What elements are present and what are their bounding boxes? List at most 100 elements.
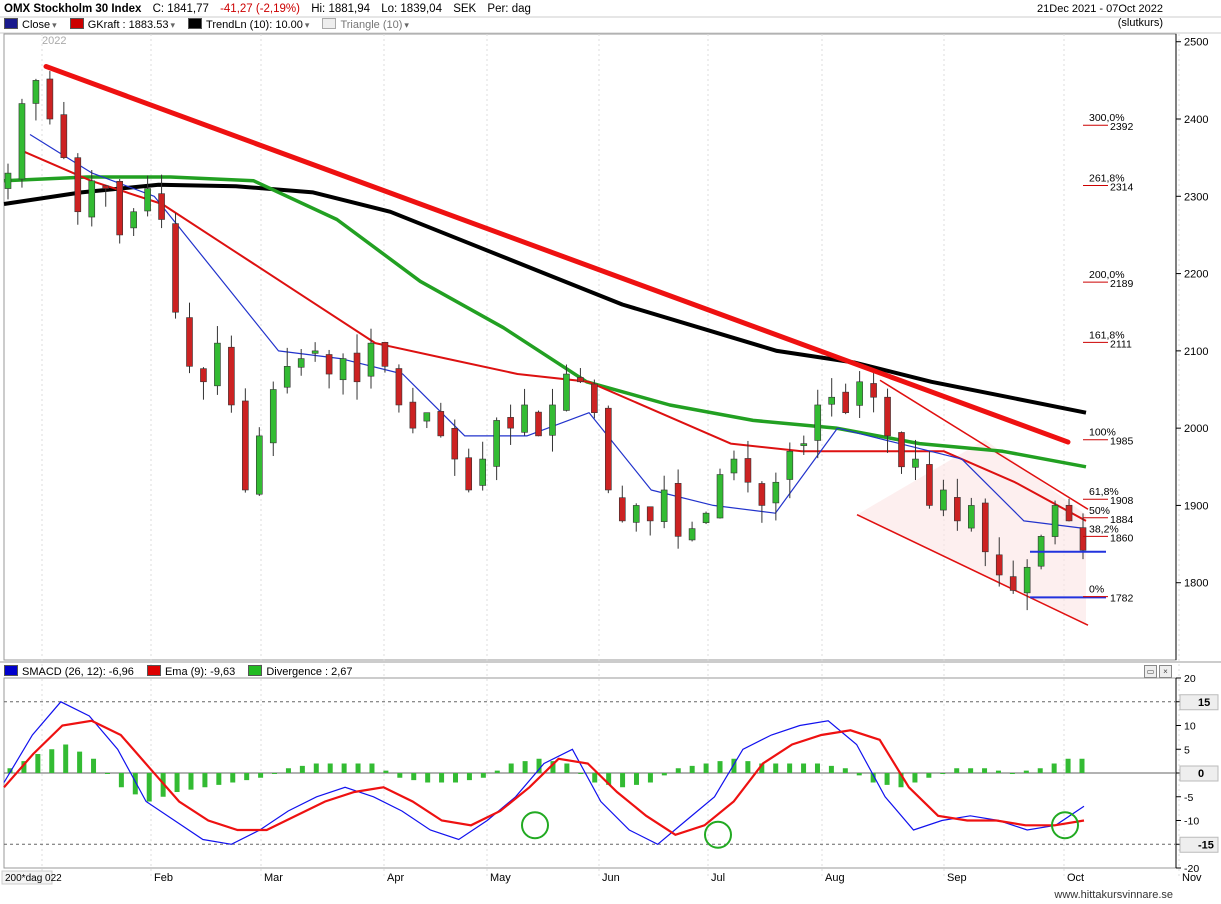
triangle-upper-line — [879, 379, 1089, 510]
candle-body — [912, 458, 919, 468]
histogram-bar — [536, 758, 542, 773]
fib-level-value: 2189 — [1110, 278, 1134, 290]
y-tick-label: 2000 — [1184, 423, 1208, 435]
histogram-bar — [592, 773, 598, 783]
color-swatch — [322, 18, 337, 29]
candle-body — [549, 404, 556, 436]
candle-body — [172, 223, 179, 313]
dropdown-icon[interactable]: ▾ — [304, 20, 310, 30]
y-tick-label: 1900 — [1184, 500, 1208, 512]
histogram-bar — [230, 773, 236, 783]
legend-trendline[interactable]: TrendLn (10): 10.00 ▾ — [188, 18, 309, 31]
candle-body — [674, 483, 682, 537]
candle-body — [842, 391, 849, 413]
histogram-bar — [299, 765, 305, 773]
candle-body — [968, 505, 975, 529]
candle-body — [214, 342, 221, 387]
legend-smacd[interactable]: SMACD (26, 12): -6,96 — [4, 665, 134, 678]
x-tick-label: May — [490, 872, 511, 884]
histogram-bar — [842, 768, 848, 773]
macd-y-tick-label: -10 — [1184, 816, 1199, 828]
candle-body — [577, 377, 584, 383]
histogram-bar — [828, 765, 834, 773]
candle-body — [479, 458, 486, 486]
fib-level-value: 2314 — [1110, 181, 1134, 193]
fib-level-pct: 300,0% — [1089, 112, 1125, 124]
candle-body — [32, 80, 40, 104]
candle-body — [339, 358, 347, 381]
candle-body — [228, 346, 235, 406]
histogram-bar — [620, 773, 626, 788]
candle-body — [730, 458, 738, 474]
histogram-bar — [174, 773, 180, 792]
candle-body — [255, 435, 263, 495]
macd-y-tick-label: 5 — [1184, 744, 1190, 756]
histogram-bar — [91, 758, 97, 773]
candle-body — [242, 400, 249, 491]
macd-legend: SMACD (26, 12): -6,96 Ema (9): -9,63 Div… — [4, 665, 363, 678]
legend-gkraft[interactable]: GKraft : 1883.53 ▾ — [69, 18, 175, 31]
histogram-bar — [773, 763, 779, 773]
histogram-bar — [383, 770, 389, 773]
dropdown-icon[interactable]: ▾ — [170, 20, 175, 30]
fib-level-value: 1884 — [1110, 514, 1134, 526]
candle-body — [507, 417, 514, 429]
candle-body — [981, 502, 989, 553]
candle-body — [926, 464, 933, 506]
color-swatch — [188, 18, 203, 29]
x-tick-label: Oct — [1067, 872, 1084, 884]
dropdown-icon[interactable]: ▾ — [52, 20, 57, 30]
close-type: (slutkurs) — [1117, 17, 1163, 29]
candle-body — [18, 103, 26, 180]
histogram-bar — [285, 768, 291, 773]
fib-level-pct: 100% — [1089, 427, 1116, 439]
candle-body — [297, 358, 305, 368]
candle-body — [758, 483, 766, 506]
candle-body — [423, 412, 431, 422]
histogram-bar — [801, 763, 807, 773]
x-tick-label: Jul — [711, 872, 725, 884]
candle-body — [940, 489, 947, 511]
histogram-bar — [397, 773, 403, 778]
candle-body — [4, 172, 12, 189]
legend-close[interactable]: Close ▾ — [4, 18, 57, 31]
year-label: 2022 — [42, 35, 66, 47]
close-panel-icon[interactable]: × — [1159, 665, 1172, 678]
histogram-bar — [341, 763, 347, 773]
histogram-bar — [411, 773, 417, 781]
histogram-bar — [550, 761, 556, 773]
close-value: C: 1841,77 — [152, 3, 209, 15]
fib-level-pct: 38,2% — [1089, 523, 1119, 535]
minimize-panel-icon[interactable]: ▭ — [1144, 665, 1157, 678]
y-tick-label: 1800 — [1184, 578, 1208, 590]
candle-body — [1065, 504, 1073, 522]
candle-body — [493, 420, 500, 467]
histogram-bar — [146, 773, 152, 802]
low-value: Lo: 1839,04 — [381, 3, 442, 15]
histogram-bar — [578, 773, 584, 774]
color-swatch — [69, 18, 84, 29]
x-tick-label: Jun — [602, 872, 620, 884]
candle-body — [563, 373, 570, 411]
histogram-bar — [244, 773, 250, 781]
ma200-line — [3, 182, 1087, 415]
histogram-bar — [564, 763, 570, 773]
dropdown-icon[interactable]: ▾ — [404, 20, 409, 30]
candle-body — [828, 396, 836, 405]
histogram-bar — [1023, 770, 1029, 773]
candle-body — [1023, 566, 1031, 594]
candle-body — [381, 341, 389, 367]
panel-buttons: ▭ × — [1142, 665, 1172, 678]
legend-divergence[interactable]: Divergence : 2,67 — [248, 665, 353, 678]
histogram-bar — [453, 773, 459, 783]
histogram-bar — [77, 751, 83, 773]
legend-ema[interactable]: Ema (9): -9,63 — [146, 665, 235, 678]
fib-level-pct: 0% — [1089, 584, 1104, 596]
legend-triangle[interactable]: Triangle (10) ▾ — [322, 18, 409, 31]
fib-level-value: 1860 — [1110, 532, 1134, 544]
candle-body — [60, 114, 68, 158]
histogram-bar — [787, 763, 793, 773]
candle-body — [786, 451, 794, 480]
histogram-bar — [954, 768, 960, 773]
index-title: OMX Stockholm 30 Index — [4, 3, 142, 15]
